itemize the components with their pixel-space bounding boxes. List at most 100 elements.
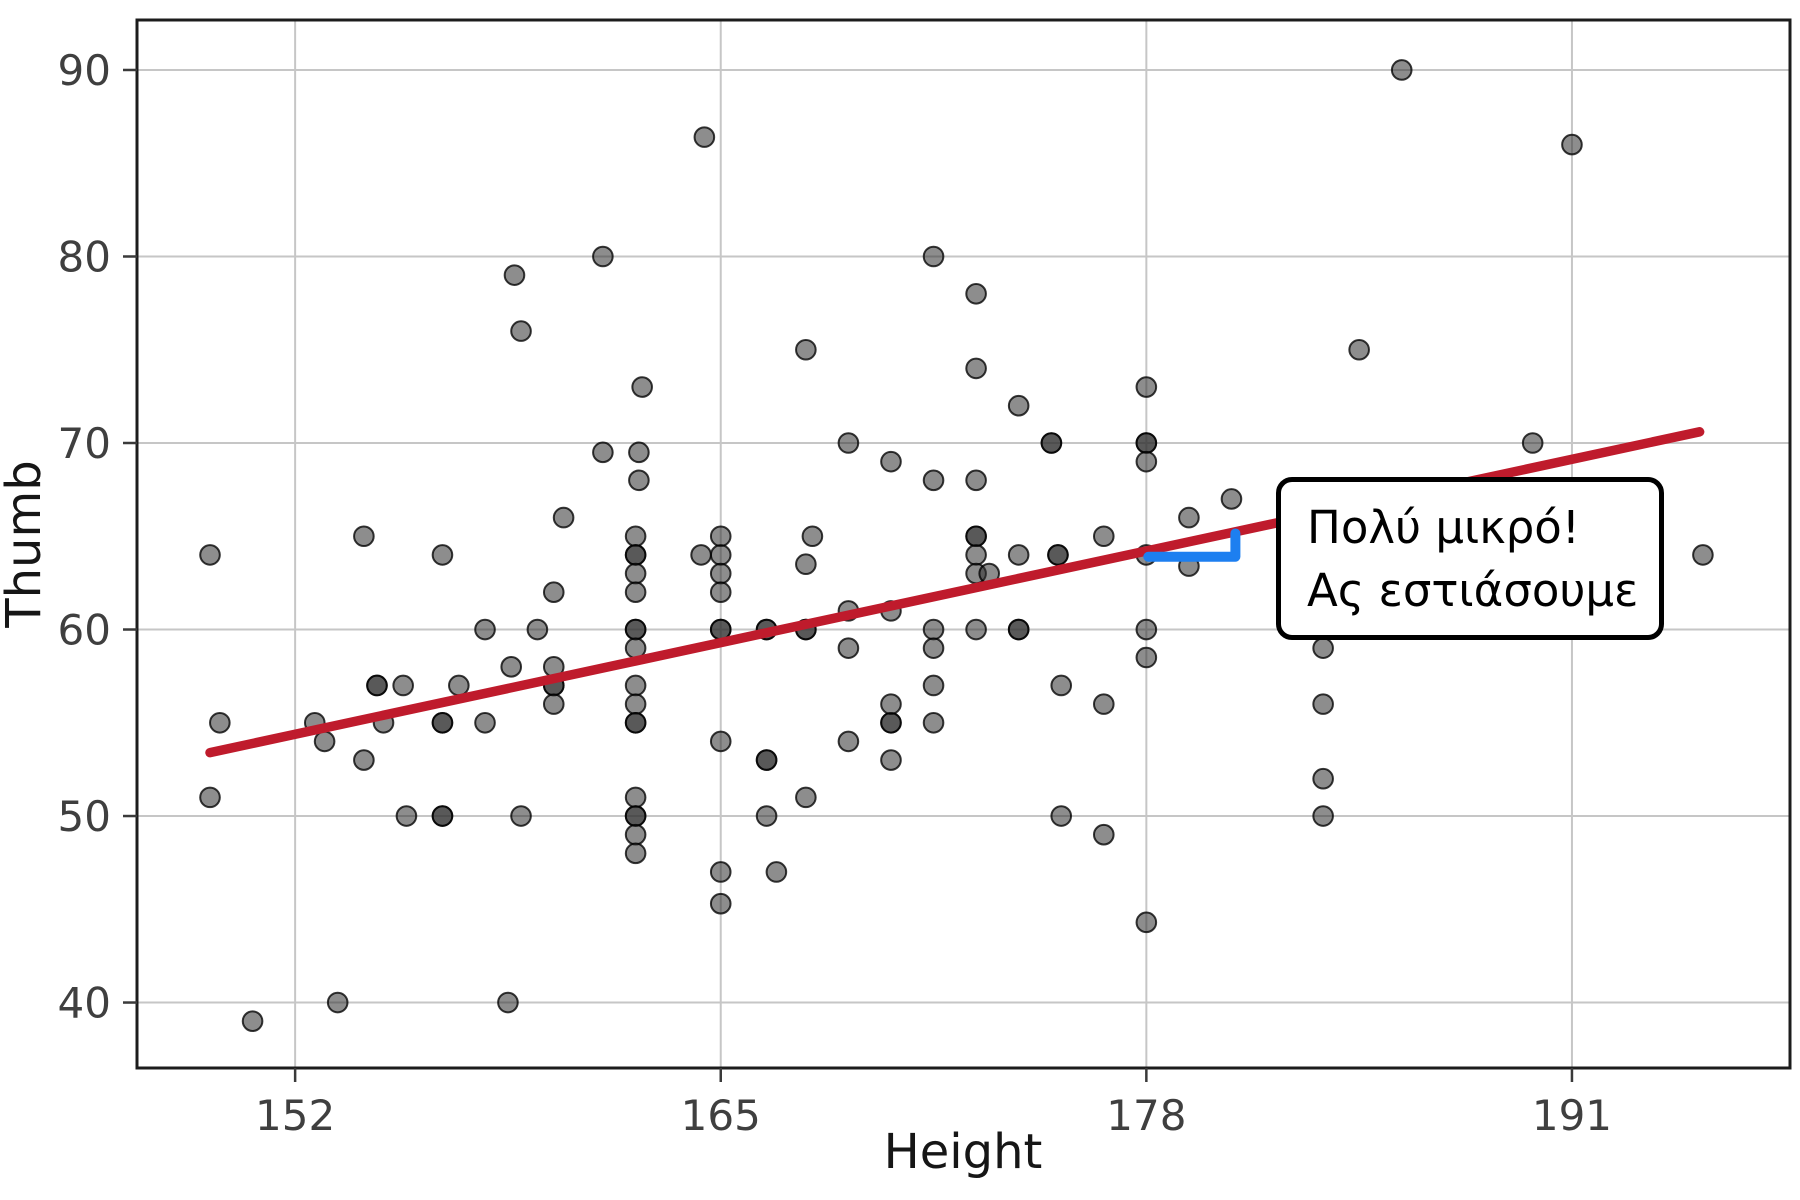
data-point: [1047, 544, 1069, 566]
data-point: [880, 749, 902, 771]
data-point: [624, 525, 647, 548]
data-point: [1348, 338, 1370, 361]
axis-ticks: 152 165 178 191 40 50 60 70 80 90: [58, 46, 1612, 1140]
data-point: [755, 805, 778, 827]
residual-bracket-layer: [1143, 528, 1241, 562]
data-point: [199, 786, 221, 809]
data-point: [922, 674, 945, 697]
data-point: [709, 525, 732, 548]
data-point: [1178, 506, 1200, 529]
annotation-line-1: Πολύ μικρό!: [1307, 501, 1580, 554]
data-point: [448, 674, 470, 697]
data-point: [1135, 450, 1158, 473]
x-tick-label: 191: [1532, 1091, 1612, 1140]
data-point: [624, 618, 647, 641]
data-point: [592, 441, 614, 464]
x-axis-title: Height: [884, 1124, 1043, 1180]
data-point: [837, 637, 860, 659]
y-tick-label: 60: [58, 606, 111, 655]
data-point: [795, 553, 817, 576]
data-point: [592, 245, 614, 268]
data-point: [880, 693, 902, 715]
data-point: [624, 805, 647, 827]
data-point: [1561, 133, 1583, 156]
data-point: [922, 637, 945, 659]
data-point: [624, 786, 647, 809]
y-axis-title: Thumb: [0, 460, 52, 628]
data-point: [837, 730, 860, 753]
data-point: [628, 469, 650, 492]
y-tick-label: 50: [58, 792, 111, 841]
data-point: [1521, 432, 1544, 454]
data-point: [837, 432, 860, 454]
y-tick-label: 40: [58, 979, 111, 1028]
data-point: [965, 357, 987, 380]
data-point: [631, 376, 653, 398]
data-point: [709, 861, 732, 883]
data-point: [709, 581, 732, 604]
data-point: [1312, 767, 1334, 790]
data-point: [474, 618, 496, 641]
data-point: [693, 126, 716, 148]
y-tick-label: 90: [58, 46, 111, 95]
data-point: [526, 618, 549, 641]
data-point: [1007, 394, 1030, 417]
data-point: [395, 805, 418, 827]
data-point: [922, 469, 945, 492]
data-point: [1135, 646, 1158, 669]
data-point: [431, 711, 454, 734]
data-point: [624, 711, 647, 734]
data-point: [795, 786, 817, 809]
data-point: [1092, 525, 1115, 548]
data-point: [392, 674, 414, 697]
data-point: [624, 674, 647, 697]
data-point: [431, 805, 454, 827]
annotation-callout: Πολύ μικρό! Ας εστιάσουμε: [1276, 477, 1664, 640]
plot-border: [135, 18, 1792, 1070]
annotation-line-2: Ας εστιάσουμε: [1307, 564, 1639, 617]
data-point: [1007, 618, 1030, 641]
x-tick-label: 165: [681, 1091, 761, 1140]
data-point: [795, 338, 817, 361]
data-point: [1092, 823, 1115, 846]
data-point: [209, 711, 231, 734]
data-point: [1312, 637, 1334, 659]
data-point: [709, 562, 732, 585]
data-point: [755, 749, 778, 771]
data-point: [1135, 911, 1158, 934]
data-point: [1007, 544, 1030, 566]
data-point: [431, 544, 454, 566]
data-point: [965, 282, 987, 305]
y-tick-label: 80: [58, 232, 111, 281]
data-point: [1220, 488, 1243, 510]
data-point: [922, 245, 945, 268]
data-point: [1312, 805, 1334, 827]
data-point: [880, 450, 902, 473]
data-point: [1050, 674, 1073, 697]
data-point: [922, 618, 945, 641]
data-point: [552, 506, 575, 529]
data-point: [690, 544, 712, 566]
plot-border-layer: [135, 18, 1792, 1070]
data-point: [1135, 432, 1158, 454]
data-point: [1135, 618, 1158, 641]
x-tick-label: 152: [255, 1091, 335, 1140]
data-point: [1092, 693, 1115, 715]
data-point: [624, 823, 647, 846]
data-point: [500, 656, 523, 678]
data-point: [624, 562, 647, 585]
data-point: [1135, 376, 1158, 398]
data-point: [624, 581, 647, 604]
data-point: [353, 525, 375, 548]
data-point: [510, 320, 532, 342]
data-point: [1040, 432, 1063, 454]
data-point: [1390, 59, 1413, 81]
data-point: [922, 711, 945, 734]
data-point: [497, 991, 519, 1014]
data-point: [503, 264, 526, 286]
data-point: [542, 693, 565, 715]
data-point: [965, 618, 987, 641]
data-point: [801, 525, 824, 548]
data-point: [241, 1010, 264, 1032]
